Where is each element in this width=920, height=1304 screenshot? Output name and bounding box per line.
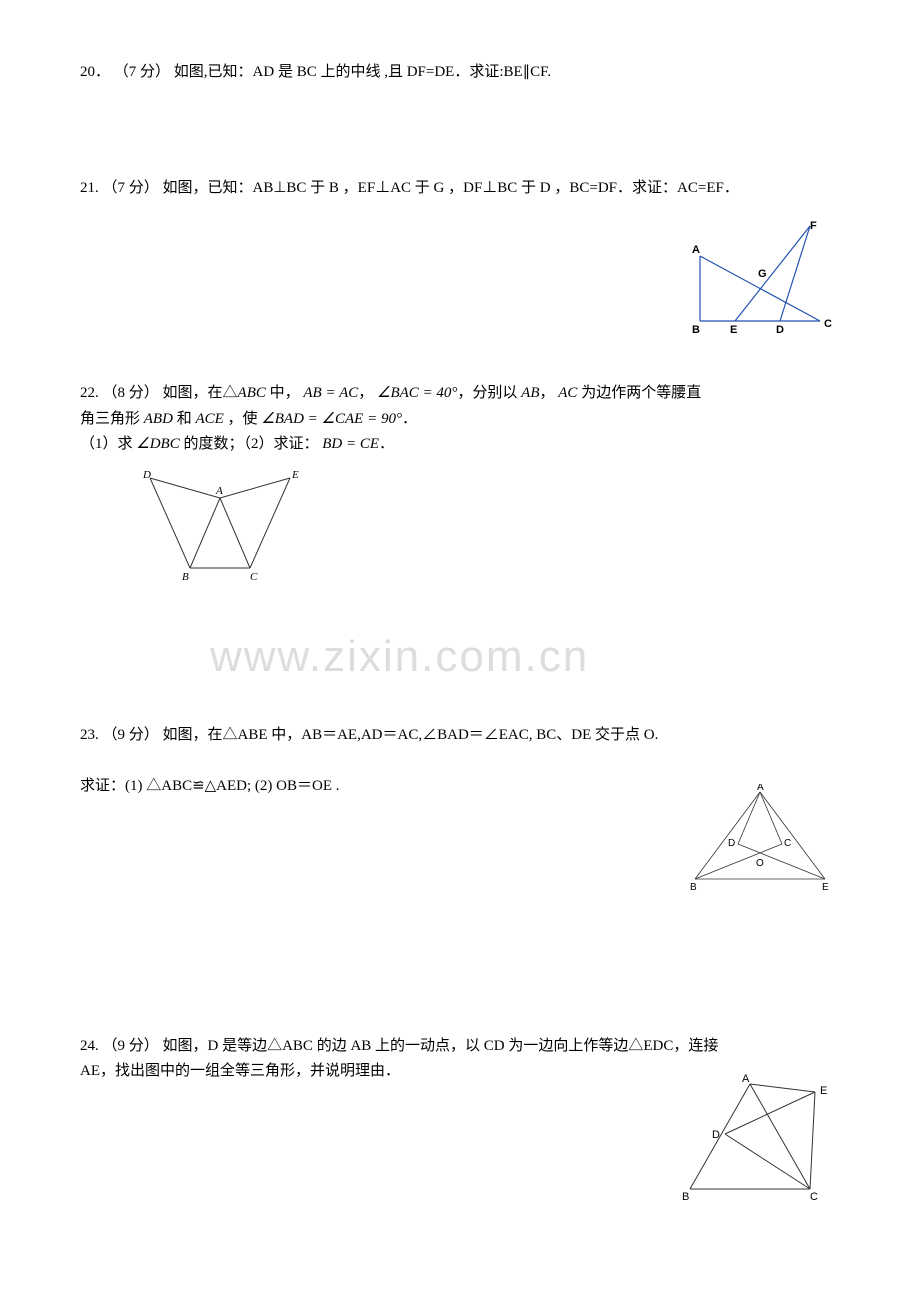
figure-24-svg: A B C D E xyxy=(680,1074,840,1204)
label-A: A xyxy=(757,784,764,793)
label-B: B xyxy=(690,882,697,893)
label-E: E xyxy=(730,324,737,336)
text-22-1a: 如图，在△ xyxy=(163,385,238,401)
label-B: B xyxy=(692,324,700,336)
problem-text-1: 如图，在△ABE 中，AB＝AE,AD＝AC,∠BAD＝∠EAC, BC、DE … xyxy=(163,727,659,743)
text-22-2c: ，使 xyxy=(228,411,258,427)
problem-20: 20． （7 分） 如图,已知：AD 是 BC 上的中线 ,且 DF=DE．求证… xyxy=(80,60,840,86)
problem-text-2: AE，找出图中的一组全等三角形，并说明理由． xyxy=(80,1063,400,1079)
label-O: O xyxy=(756,858,764,869)
figure-24: A B C D E xyxy=(680,1074,840,1204)
problem-22: 22. （8 分） 如图，在△ABC 中， AB = AC， ∠BAC = 40… xyxy=(80,381,840,583)
label-D: D xyxy=(728,838,735,849)
problem-21: 21. （7 分） 如图，已知：AB⊥BC 于 B ，EF⊥AC 于 G ，DF… xyxy=(80,176,840,342)
label-C: C xyxy=(824,318,832,330)
problem-text: 如图，已知：AB⊥BC 于 B ，EF⊥AC 于 G ，DF⊥BC 于 D ，B… xyxy=(163,180,739,196)
text-22-1b: 中， xyxy=(270,385,300,401)
label-E: E xyxy=(291,469,299,481)
label-D: D xyxy=(142,469,151,481)
label-A: A xyxy=(692,244,700,256)
problem-number: 22. xyxy=(80,385,99,401)
text-22-2a: 角三角形 xyxy=(80,411,140,427)
math-ABC: ABC xyxy=(238,385,266,401)
text-22-2b: 和 xyxy=(177,411,192,427)
problem-24: 24. （9 分） 如图，D 是等边△ABC 的边 AB 上的一动点，以 CD … xyxy=(80,1034,840,1205)
label-E: E xyxy=(822,882,829,893)
text-22-3a: （1）求 xyxy=(80,436,133,452)
label-D: D xyxy=(776,324,784,336)
label-D: D xyxy=(712,1129,720,1141)
label-F: F xyxy=(810,221,817,232)
label-A: A xyxy=(215,485,223,497)
label-C: C xyxy=(810,1191,818,1203)
problem-number: 23. xyxy=(80,727,99,743)
label-E: E xyxy=(820,1085,827,1097)
label-B: B xyxy=(682,1191,689,1203)
math-AC: AC xyxy=(558,385,577,401)
figure-21-svg: A B E D C F G xyxy=(680,221,840,341)
text-22-1f: 为边作两个等腰直 xyxy=(581,385,701,401)
problem-23: 23. （9 分） 如图，在△ABE 中，AB＝AE,AD＝AC,∠BAD＝∠E… xyxy=(80,723,840,894)
label-C: C xyxy=(784,838,791,849)
label-G: G xyxy=(758,268,767,280)
problem-text-2: 求证：(1) △ABC≌△AED; (2) OB＝OE . xyxy=(80,778,340,794)
text-22-1d: ，分别以 xyxy=(457,385,517,401)
figure-23: A B E D C O xyxy=(690,784,840,894)
problem-points: （7 分） xyxy=(103,180,159,196)
problem-number: 24. xyxy=(80,1038,99,1054)
text-22-1c: ， xyxy=(358,385,373,401)
label-C: C xyxy=(250,571,258,583)
math-AB-AC: AB = AC xyxy=(303,385,358,401)
text-22-3c: ． xyxy=(379,436,394,452)
math-ACE: ACE xyxy=(195,411,223,427)
problem-text: 如图,已知：AD 是 BC 上的中线 ,且 DF=DE．求证:BE∥CF. xyxy=(174,64,551,80)
problem-points: （7 分） xyxy=(114,64,170,80)
problem-text-1: 如图，D 是等边△ABC 的边 AB 上的一动点，以 CD 为一边向上作等边△E… xyxy=(163,1038,719,1054)
figure-21: A B E D C F G xyxy=(680,221,840,341)
text-22-3b: 的度数；（2）求证： xyxy=(183,436,318,452)
figure-22: D E A B C xyxy=(140,468,840,583)
problem-number: 21. xyxy=(80,180,99,196)
math-ABD: ABD xyxy=(144,411,173,427)
figure-23-svg: A B E D C O xyxy=(690,784,840,894)
text-22-2d: ． xyxy=(402,411,417,427)
math-angleBAD: ∠BAD = ∠CAE = 90° xyxy=(261,411,402,427)
figure-22-svg: D E A B C xyxy=(140,468,310,583)
problem-number: 20． xyxy=(80,64,110,80)
problem-points: （9 分） xyxy=(103,727,159,743)
problem-points: （9 分） xyxy=(103,1038,159,1054)
label-A: A xyxy=(742,1074,750,1085)
math-angleDBC: ∠DBC xyxy=(136,436,179,452)
text-22-1e: ， xyxy=(540,385,555,401)
label-B: B xyxy=(182,571,189,583)
math-angleBAC: ∠BAC = 40° xyxy=(377,385,457,401)
math-AB: AB xyxy=(521,385,539,401)
problem-points: （8 分） xyxy=(103,385,159,401)
math-BDCE: BD = CE xyxy=(322,436,379,452)
